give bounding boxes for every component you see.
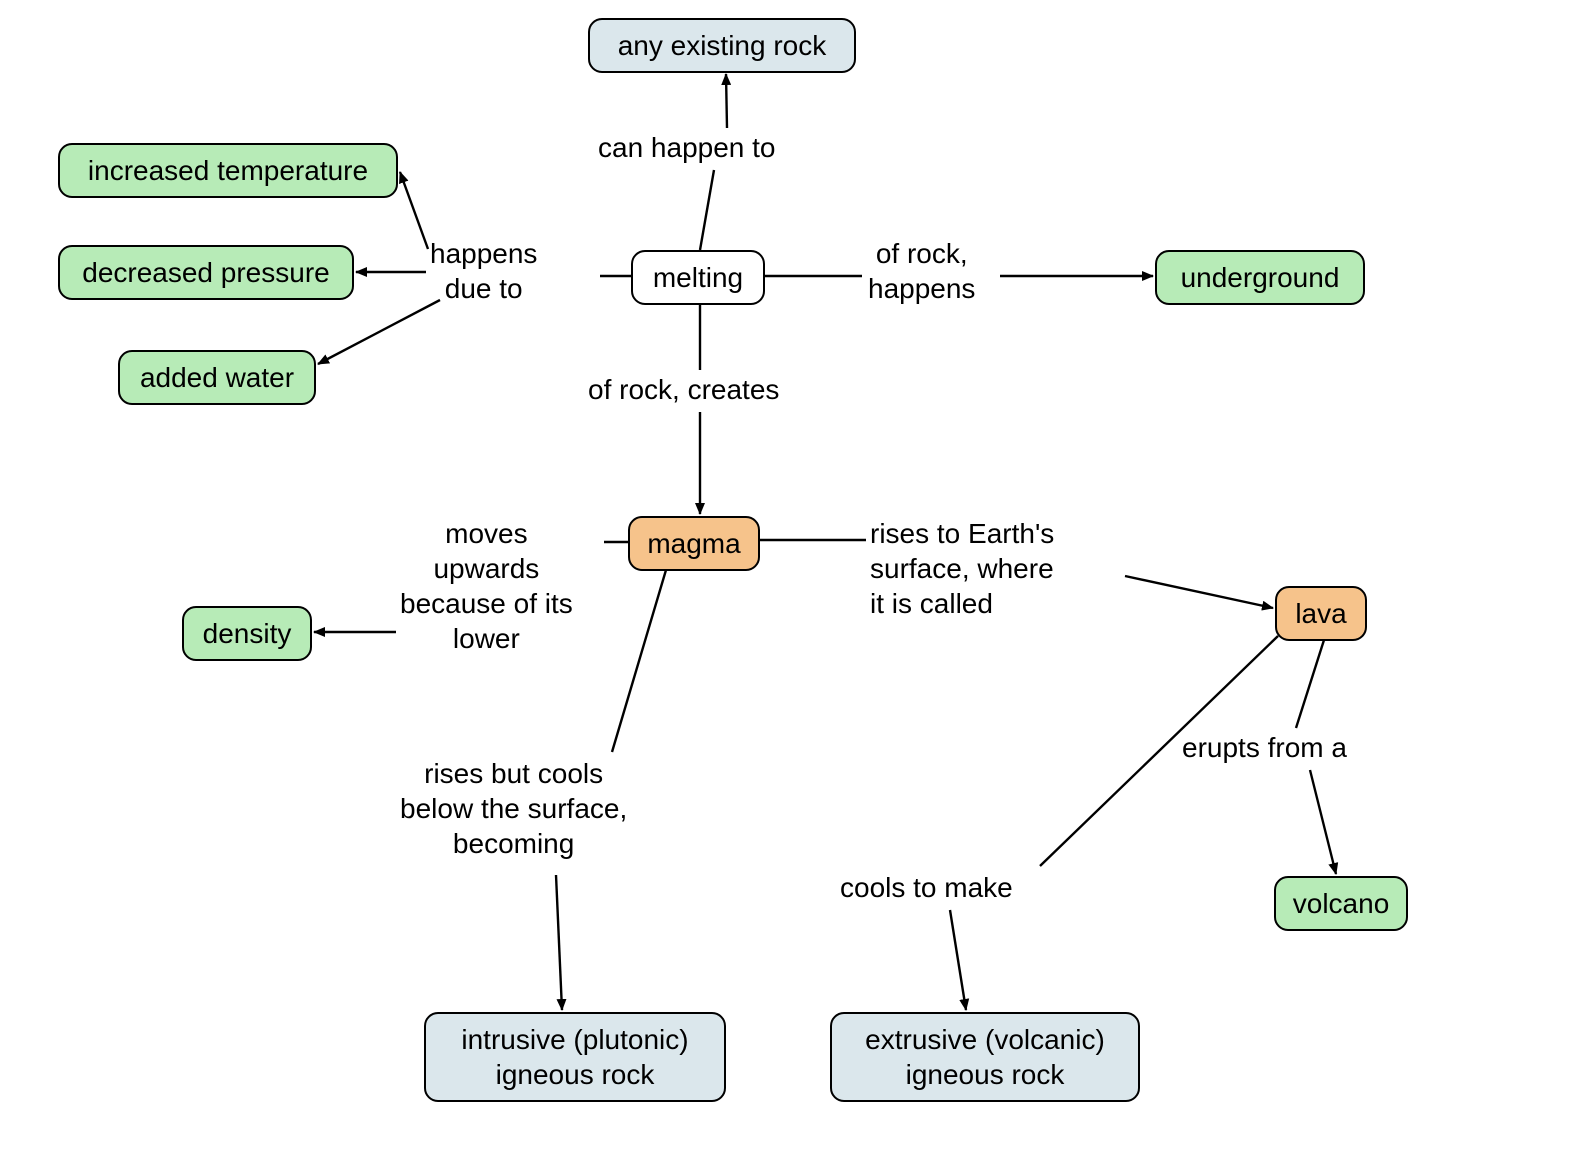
edge-lava-down: [1296, 640, 1324, 728]
edge-label-to-rock: [726, 74, 727, 128]
node-intrusive: intrusive (plutonic) igneous rock: [424, 1012, 726, 1102]
edge-label-erupts-from-a: erupts from a: [1182, 730, 1347, 765]
edge-to-extrusive: [950, 910, 966, 1010]
node-volcano: volcano: [1274, 876, 1408, 931]
node-density: density: [182, 606, 312, 661]
node-extrusive: extrusive (volcanic) igneous rock: [830, 1012, 1140, 1102]
concept-map: any existing rock increased temperature de…: [0, 0, 1596, 1176]
edge-label-of-rock-happens: of rock, happens: [868, 236, 975, 306]
edge-melting-top: [700, 170, 714, 250]
node-any-existing-rock: any existing rock: [588, 18, 856, 73]
edge-label-of-rock-creates: of rock, creates: [588, 372, 779, 407]
edge-label-moves-upwards: moves upwards because of its lower: [400, 516, 573, 656]
node-underground: underground: [1155, 250, 1365, 305]
node-decreased-pressure: decreased pressure: [58, 245, 354, 300]
edge-magma-bl: [612, 570, 666, 752]
edge-label-rises-to-surface: rises to Earth's surface, where it is ca…: [870, 516, 1054, 621]
node-lava: lava: [1275, 586, 1367, 641]
edge-label-happens-due-to: happens due to: [430, 236, 537, 306]
edge-label-rises-but-cools: rises but cools below the surface, becom…: [400, 756, 627, 861]
edge-to-intrusive: [556, 875, 562, 1010]
edge-label-cools-to-make: cools to make: [840, 870, 1013, 905]
edge-due-to-water: [318, 300, 440, 364]
node-magma: magma: [628, 516, 760, 571]
edge-label-can-happen-to: can happen to: [598, 130, 776, 165]
edge-to-lava: [1125, 576, 1273, 608]
node-melting: melting: [631, 250, 765, 305]
edge-due-to-temp: [400, 172, 428, 249]
node-increased-temp: increased temperature: [58, 143, 398, 198]
node-added-water: added water: [118, 350, 316, 405]
edge-to-volcano: [1310, 770, 1336, 874]
